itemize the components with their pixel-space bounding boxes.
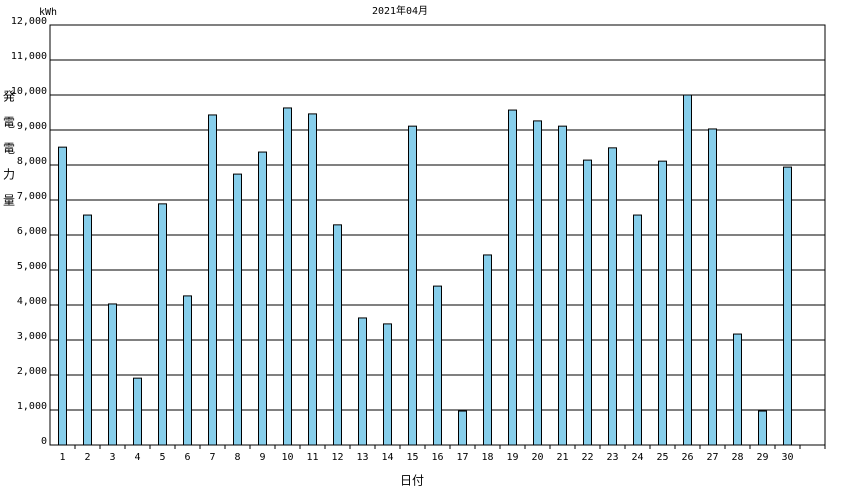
x-tick-label: 15 xyxy=(406,452,418,463)
x-tick-label: 11 xyxy=(306,452,318,463)
bar xyxy=(508,109,517,446)
x-tick-label: 1 xyxy=(59,452,65,463)
bar xyxy=(308,113,317,446)
bar xyxy=(483,254,492,446)
bar xyxy=(733,333,742,446)
bar xyxy=(533,120,542,446)
bar xyxy=(58,146,67,446)
x-tick-label: 14 xyxy=(381,452,393,463)
x-tick-label: 18 xyxy=(481,452,493,463)
x-tick-label: 9 xyxy=(259,452,265,463)
x-tick-label: 17 xyxy=(456,452,468,463)
bar xyxy=(583,159,592,446)
y-tick-label: 8,000 xyxy=(17,156,47,167)
bar xyxy=(708,128,717,446)
x-tick-label: 28 xyxy=(731,452,743,463)
x-tick-label: 10 xyxy=(281,452,293,463)
bar xyxy=(133,377,142,446)
x-tick-label: 26 xyxy=(681,452,693,463)
x-tick-label: 25 xyxy=(656,452,668,463)
x-tick-label: 2 xyxy=(84,452,90,463)
x-tick-label: 23 xyxy=(606,452,618,463)
x-tick-label: 21 xyxy=(556,452,568,463)
x-tick-label: 22 xyxy=(581,452,593,463)
y-tick-label: 11,000 xyxy=(11,51,47,62)
bar xyxy=(683,94,692,446)
bar xyxy=(383,323,392,446)
chart-title: 2021年04月 xyxy=(372,4,428,17)
bar xyxy=(608,147,617,446)
bar xyxy=(108,303,117,446)
bar xyxy=(333,224,342,446)
x-tick-label: 20 xyxy=(531,452,543,463)
y-tick-label: 7,000 xyxy=(17,191,47,202)
y-tick-label: 5,000 xyxy=(17,261,47,272)
x-tick-label: 8 xyxy=(234,452,240,463)
x-tick-label: 27 xyxy=(706,452,718,463)
bar xyxy=(208,114,217,446)
bar xyxy=(283,107,292,446)
y-tick-label: 0 xyxy=(41,436,47,447)
x-tick-label: 7 xyxy=(209,452,215,463)
y-tick-label: 10,000 xyxy=(11,86,47,97)
y-tick-label: 12,000 xyxy=(11,16,47,27)
y-tick-label: 1,000 xyxy=(17,401,47,412)
y-tick-label: 9,000 xyxy=(17,121,47,132)
x-tick-label: 3 xyxy=(109,452,115,463)
bar xyxy=(233,173,242,446)
y-tick-label: 2,000 xyxy=(17,366,47,377)
x-tick-label: 4 xyxy=(134,452,140,463)
bar xyxy=(183,295,192,446)
bar xyxy=(558,125,567,446)
x-tick-label: 19 xyxy=(506,452,518,463)
bar xyxy=(258,151,267,446)
bar xyxy=(658,160,667,446)
bar xyxy=(408,125,417,446)
y-tick-label: 4,000 xyxy=(17,296,47,307)
x-axis-label: 日付 xyxy=(400,474,424,488)
bar xyxy=(358,317,367,446)
x-tick-label: 29 xyxy=(756,452,768,463)
bar xyxy=(758,410,767,446)
bar xyxy=(433,285,442,446)
y-axis-label: 発電電力量 xyxy=(2,90,16,220)
bar xyxy=(83,214,92,446)
x-tick-label: 5 xyxy=(159,452,165,463)
x-tick-label: 13 xyxy=(356,452,368,463)
bar xyxy=(633,214,642,446)
y-tick-label: 3,000 xyxy=(17,331,47,342)
bar xyxy=(783,166,792,446)
x-tick-label: 24 xyxy=(631,452,643,463)
x-tick-label: 6 xyxy=(184,452,190,463)
x-tick-label: 12 xyxy=(331,452,343,463)
x-tick-label: 16 xyxy=(431,452,443,463)
y-unit: kWh xyxy=(39,7,57,18)
bar xyxy=(458,410,467,446)
bar xyxy=(158,203,167,446)
y-tick-label: 6,000 xyxy=(17,226,47,237)
x-tick-label: 30 xyxy=(781,452,793,463)
